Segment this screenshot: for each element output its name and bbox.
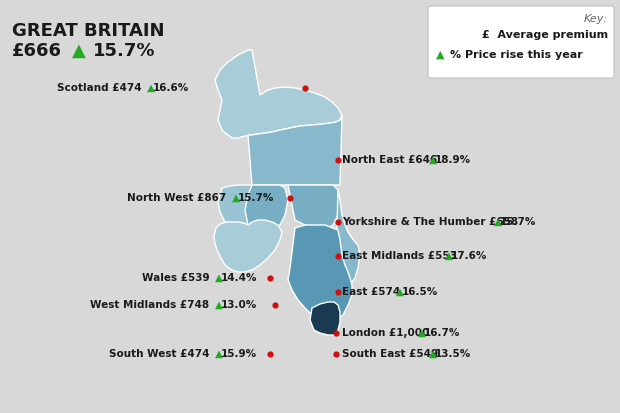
Polygon shape bbox=[218, 185, 262, 235]
Text: West Midlands £748: West Midlands £748 bbox=[91, 300, 213, 310]
Text: ▲: ▲ bbox=[445, 251, 453, 261]
Polygon shape bbox=[248, 115, 342, 185]
Text: 15.7%: 15.7% bbox=[238, 193, 274, 203]
Text: ▲: ▲ bbox=[72, 42, 86, 60]
Text: ▲: ▲ bbox=[428, 155, 436, 165]
Text: 15.7%: 15.7% bbox=[500, 217, 536, 227]
Text: ▲: ▲ bbox=[494, 217, 502, 227]
Text: ▲: ▲ bbox=[232, 193, 240, 203]
Text: Scotland £474: Scotland £474 bbox=[57, 83, 145, 93]
Text: 16.7%: 16.7% bbox=[424, 328, 460, 338]
Polygon shape bbox=[336, 190, 360, 300]
Text: London £1,000: London £1,000 bbox=[342, 328, 433, 338]
Text: 17.6%: 17.6% bbox=[451, 251, 487, 261]
Text: Wales £539: Wales £539 bbox=[142, 273, 213, 283]
Text: East Midlands £553: East Midlands £553 bbox=[342, 251, 461, 261]
Text: 16.5%: 16.5% bbox=[402, 287, 438, 297]
Text: South West £474: South West £474 bbox=[109, 349, 213, 359]
Text: Yorkshire & The Humber £658: Yorkshire & The Humber £658 bbox=[342, 217, 522, 227]
Text: GREAT BRITAIN: GREAT BRITAIN bbox=[12, 22, 164, 40]
Text: ▲: ▲ bbox=[215, 273, 223, 283]
Text: % Price rise this year: % Price rise this year bbox=[450, 50, 583, 60]
FancyBboxPatch shape bbox=[428, 6, 614, 78]
Polygon shape bbox=[288, 185, 340, 230]
Text: Key:: Key: bbox=[584, 14, 608, 24]
Text: ▲: ▲ bbox=[396, 287, 404, 297]
Text: ▲: ▲ bbox=[215, 349, 223, 359]
Polygon shape bbox=[215, 50, 342, 138]
Text: 15.7%: 15.7% bbox=[93, 42, 156, 60]
Text: ▲: ▲ bbox=[147, 83, 155, 93]
Text: £666: £666 bbox=[12, 42, 62, 60]
Text: North West £867: North West £867 bbox=[127, 193, 230, 203]
Text: 16.6%: 16.6% bbox=[153, 83, 189, 93]
Text: ▲: ▲ bbox=[436, 50, 445, 60]
Text: 14.4%: 14.4% bbox=[221, 273, 257, 283]
Text: ▲: ▲ bbox=[215, 300, 223, 310]
Text: North East £646: North East £646 bbox=[342, 155, 441, 165]
Text: £  Average premium: £ Average premium bbox=[482, 30, 608, 40]
Text: 13.0%: 13.0% bbox=[221, 300, 257, 310]
Text: ▲: ▲ bbox=[418, 328, 426, 338]
Polygon shape bbox=[310, 302, 340, 335]
Polygon shape bbox=[288, 225, 352, 322]
Polygon shape bbox=[245, 185, 288, 235]
Text: 15.9%: 15.9% bbox=[221, 349, 257, 359]
Text: 18.9%: 18.9% bbox=[435, 155, 471, 165]
Text: South East £549: South East £549 bbox=[342, 349, 441, 359]
Text: East £574: East £574 bbox=[342, 287, 404, 297]
Polygon shape bbox=[214, 220, 282, 272]
Text: ▲: ▲ bbox=[428, 349, 436, 359]
Text: 13.5%: 13.5% bbox=[435, 349, 471, 359]
